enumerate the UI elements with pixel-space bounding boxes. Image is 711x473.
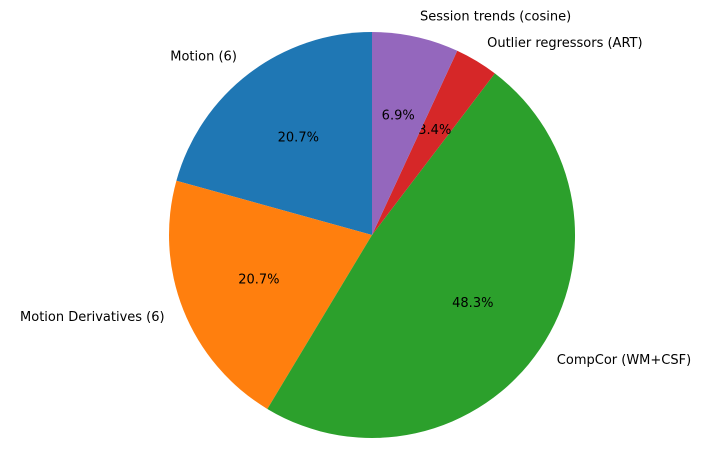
pie-category-label-2: CompCor (WM+CSF): [557, 353, 691, 368]
pie-category-label-1: Motion Derivatives (6): [20, 310, 165, 325]
pie-percent-label-4: 6.9%: [382, 109, 415, 124]
pie-slice-1: [169, 180, 372, 409]
pie-category-label-0: Motion (6): [170, 50, 237, 65]
pie-slice-4: [372, 32, 458, 235]
pie-percent-label-1: 20.7%: [238, 273, 279, 288]
pie-category-label-3: Outlier regressors (ART): [487, 36, 642, 51]
pie-percent-label-0: 20.7%: [278, 131, 319, 146]
pie-slice-3: [372, 50, 495, 236]
pie-slice-0: [176, 32, 372, 235]
pie-slice-2: [267, 73, 576, 439]
pie-category-label-4: Session trends (cosine): [420, 9, 571, 24]
pie-percent-label-2: 48.3%: [452, 296, 493, 311]
pie-percent-label-3: 3.4%: [418, 123, 451, 138]
